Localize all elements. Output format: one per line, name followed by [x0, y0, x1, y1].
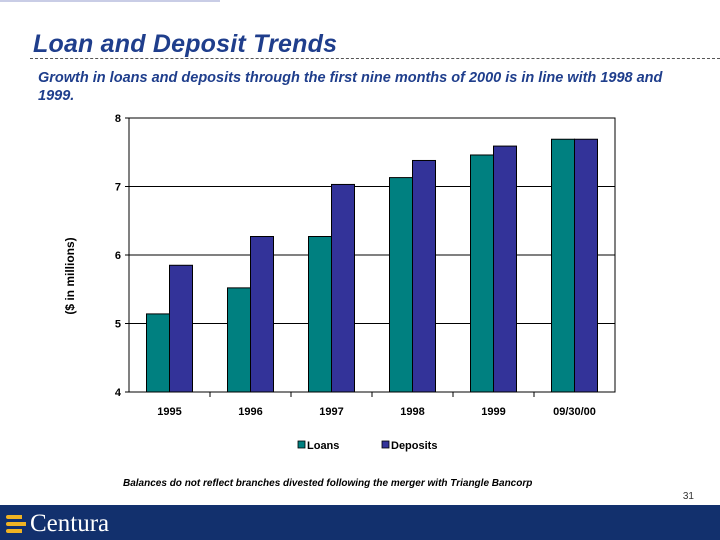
chart-bars	[146, 138, 598, 393]
footer-bar: Centura	[0, 505, 720, 540]
legend-swatch-deposits	[381, 440, 390, 449]
y-tick-label: 7	[115, 182, 121, 194]
y-tick-label: 8	[115, 113, 121, 125]
deposits-bar	[169, 264, 193, 393]
x-tick-label: 09/30/00	[553, 406, 596, 418]
slide-subtitle: Growth in loans and deposits through the…	[38, 70, 663, 104]
deposits-bar	[331, 183, 355, 393]
legend-swatch-loans	[297, 440, 306, 449]
y-axis-label: ($ in millions)	[63, 237, 77, 314]
top-accent-line	[0, 0, 220, 2]
x-tick-label: 1997	[319, 406, 343, 418]
page-number: 31	[682, 491, 694, 502]
deposits-bar	[574, 138, 598, 393]
company-logo: Centura	[6, 511, 109, 537]
x-tick-label: 1995	[157, 406, 181, 418]
y-tick-label: 6	[115, 250, 121, 262]
chart-gridlines	[129, 117, 615, 393]
y-axis-ticks: 4 5 6 7 8	[115, 113, 129, 399]
loans-bar	[470, 154, 494, 393]
deposits-bar	[412, 159, 436, 393]
y-tick-label: 4	[115, 387, 122, 399]
slide-title: Loan and Deposit Trends	[33, 30, 338, 58]
x-tick-label: 1996	[238, 406, 262, 418]
chart-legend: Loans Deposits	[297, 440, 437, 452]
loans-bar	[308, 236, 332, 393]
logo-wordmark: Centura	[30, 510, 110, 537]
loans-bar	[146, 313, 170, 393]
x-axis-ticks: 1995 1996 1997 1998 1999 09/30/00	[157, 392, 596, 418]
x-tick-label: 1998	[400, 406, 424, 418]
loans-bar	[227, 287, 251, 393]
loans-bar	[551, 138, 575, 393]
loans-bar	[389, 177, 413, 393]
bar-chart: 4 5 6 7 8 1995 1996 1997 1998 1999 09/30/00 ($ in…	[63, 113, 616, 452]
legend-label-loans: Loans	[307, 440, 339, 452]
centura-logo-icon	[6, 513, 26, 535]
title-divider	[30, 58, 720, 59]
x-tick-label: 1999	[481, 406, 505, 418]
legend-label-deposits: Deposits	[391, 440, 437, 452]
deposits-bar	[493, 145, 517, 393]
deposits-bar	[250, 236, 274, 393]
y-tick-label: 5	[115, 319, 121, 331]
footnote: Balances do not reflect branches diveste…	[123, 478, 533, 489]
